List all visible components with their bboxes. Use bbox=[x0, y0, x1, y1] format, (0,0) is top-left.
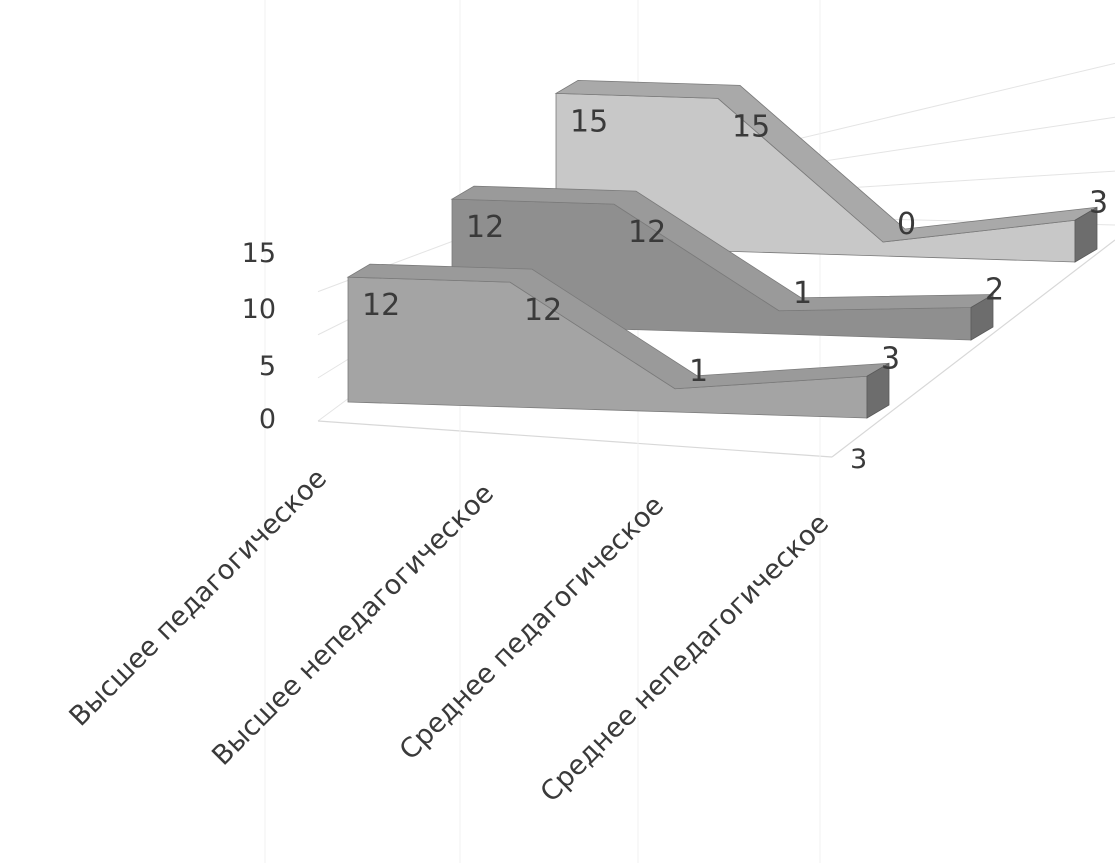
series-end-cap bbox=[970, 293, 994, 341]
data-label: 12 bbox=[628, 215, 666, 250]
data-label: 12 bbox=[524, 293, 562, 328]
data-label: 15 bbox=[732, 109, 770, 144]
data-label: 3 bbox=[1089, 185, 1108, 220]
data-label: 12 bbox=[466, 210, 504, 245]
data-label: 12 bbox=[362, 288, 400, 323]
data-label: 3 bbox=[881, 341, 900, 376]
y-tick-label: 10 bbox=[242, 294, 276, 325]
x-axis-line bbox=[317, 420, 833, 458]
series-end-cap bbox=[866, 362, 890, 419]
y-axis: 0 5 10 15 bbox=[242, 238, 276, 435]
data-label: 0 bbox=[897, 207, 916, 242]
x-tick-label: Среднее непедагогическое bbox=[535, 508, 835, 808]
data-label: 1 bbox=[793, 276, 812, 311]
data-label: 1 bbox=[689, 354, 708, 389]
y-tick-label: 5 bbox=[259, 351, 276, 382]
depth-axis-line bbox=[831, 239, 1115, 458]
data-label: 15 bbox=[570, 104, 608, 139]
series-3: 15 15 0 3 bbox=[554, 79, 1108, 263]
x-tick-label: Высшее непедагогическое bbox=[206, 478, 500, 772]
y-tick-label: 0 bbox=[259, 404, 276, 435]
series-1: 12 12 1 3 bbox=[346, 263, 900, 419]
data-label: 2 bbox=[985, 273, 1004, 308]
y-tick-label: 15 bbox=[242, 238, 276, 269]
series-end-cap bbox=[1074, 206, 1098, 263]
depth-tick-label: 3 bbox=[850, 444, 867, 475]
